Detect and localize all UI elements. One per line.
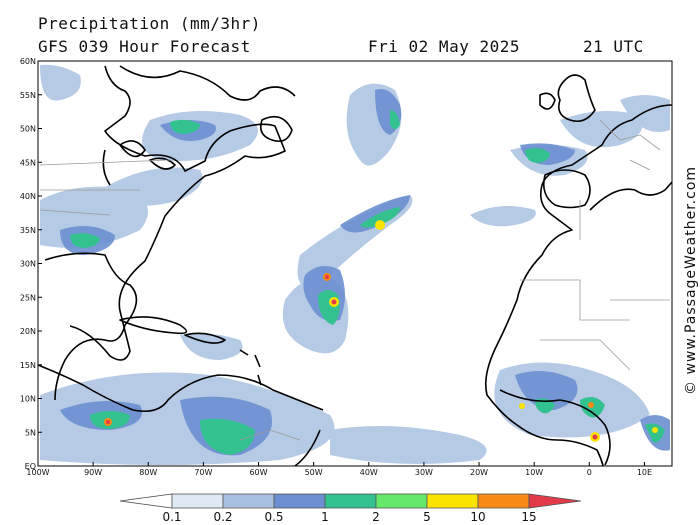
colorbar-segment [222, 493, 275, 509]
lon-label: 80W [139, 468, 157, 477]
country-borders [39, 119, 670, 441]
forecast-date: Fri 02 May 2025 [368, 37, 520, 56]
lat-label: 5N [25, 428, 36, 437]
lon-label: 60W [249, 468, 267, 477]
longitude-axis: 100W 90W 80W 70W 60W 50W 40W 30W 20W 10W 0 10E [26, 462, 652, 477]
colorbar-label: 10 [470, 510, 485, 524]
forecast-hour: GFS 039 Hour Forecast [38, 37, 251, 56]
lat-label: 40N [20, 192, 36, 201]
lon-label: 10W [525, 468, 543, 477]
lat-label: 60N [20, 57, 36, 66]
lon-label: 20W [470, 468, 488, 477]
forecast-time: 21 UTC [583, 37, 644, 56]
colorbar-segment [528, 493, 582, 509]
map-title: Precipitation (mm/3hr) [38, 14, 261, 33]
lat-label: EQ [25, 462, 36, 471]
lat-label: 30N [20, 260, 36, 269]
precipitation-colorbar: 0.1 0.2 0.5 1 2 5 10 15 [119, 493, 582, 524]
lon-label: 50W [305, 468, 323, 477]
colorbar-segment [119, 493, 173, 509]
colorbar-segment [273, 493, 326, 509]
colorbar-segment [375, 493, 428, 509]
lon-label: 10E [637, 468, 652, 477]
lat-label: 35N [20, 226, 36, 235]
lon-label: 100W [26, 468, 49, 477]
lon-label: 30W [415, 468, 433, 477]
latitude-axis: 60N 55N 50N 45N 40N 35N 30N 25N 20N 15N 10N 5N EQ [20, 57, 42, 471]
colorbar-label: 2 [372, 510, 380, 524]
precipitation-layer [40, 64, 670, 465]
lat-label: 15N [20, 361, 36, 370]
colorbar-label: 0.5 [264, 510, 283, 524]
lon-label: 70W [194, 468, 212, 477]
lat-label: 20N [20, 327, 36, 336]
coastlines [38, 65, 672, 466]
colorbar-segment [477, 493, 530, 509]
colorbar-segment [171, 493, 224, 509]
colorbar-label: 0.1 [162, 510, 181, 524]
lat-label: 55N [20, 91, 36, 100]
lat-label: 45N [20, 158, 36, 167]
credit-watermark: © www.PassageWeather.com [683, 165, 699, 395]
colorbar-label: 5 [423, 510, 431, 524]
colorbar-label: 1 [321, 510, 329, 524]
colorbar-label: 15 [521, 510, 536, 524]
lon-label: 90W [84, 468, 102, 477]
lat-label: 50N [20, 125, 36, 134]
lat-label: 25N [20, 293, 36, 302]
lat-label: 10N [20, 395, 36, 404]
colorbar-label: 0.2 [213, 510, 232, 524]
colorbar-segment [426, 493, 479, 509]
colorbar-segment [324, 493, 377, 509]
lon-label: 0 [587, 468, 592, 477]
lon-label: 40W [360, 468, 378, 477]
